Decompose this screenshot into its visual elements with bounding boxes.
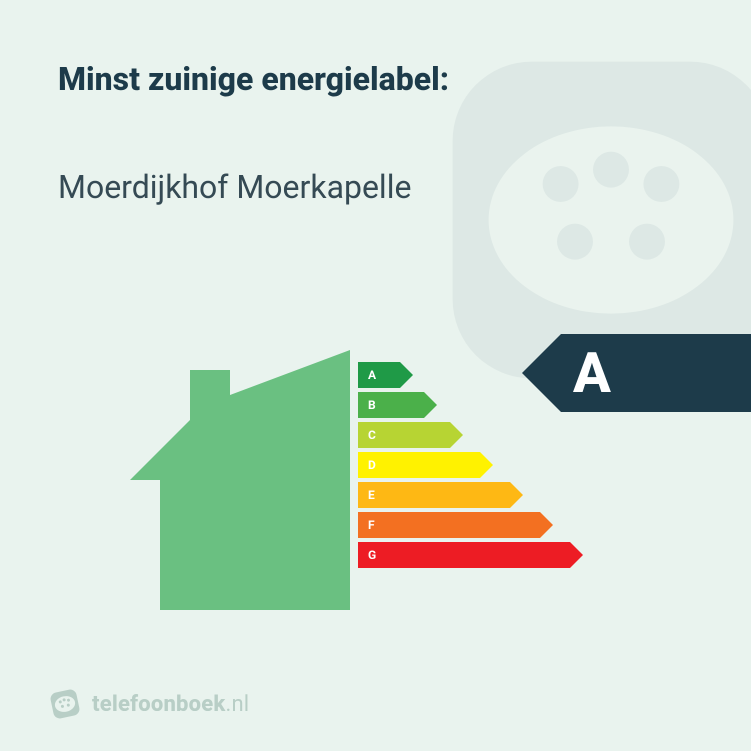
energy-bar-f: F	[358, 512, 583, 538]
energy-bar-e: E	[358, 482, 583, 508]
energy-bar-c: C	[358, 422, 583, 448]
energy-bar-d: D	[358, 452, 583, 478]
highlight-letter: A	[573, 345, 611, 401]
footer-logo-icon	[47, 686, 83, 722]
card-subheading: Moerdijkhof Moerkapelle	[58, 168, 411, 206]
house-icon	[130, 350, 350, 610]
energy-bar-label: D	[368, 458, 376, 472]
energy-bar-label: C	[368, 428, 376, 442]
energy-bar-label: B	[368, 398, 376, 412]
highlight-arrow-tip	[522, 334, 561, 412]
footer-brand: telefoonboek.nl	[92, 692, 249, 717]
energy-bar-label: F	[368, 518, 375, 532]
card-heading: Minst zuinige energielabel:	[58, 60, 449, 98]
energy-bar-label: G	[368, 548, 376, 562]
highlight-badge: A	[522, 334, 751, 412]
energy-bar-g: G	[358, 542, 583, 568]
energy-chart: A B C D E F G	[130, 350, 560, 610]
footer: telefoonboek.nl	[50, 689, 249, 719]
footer-brand-bold: telefoonboek	[92, 692, 225, 717]
footer-brand-light: .nl	[225, 692, 249, 717]
highlight-body: A	[561, 334, 751, 412]
energy-bar-label: A	[368, 368, 376, 382]
energy-label-card: Minst zuinige energielabel: Moerdijkhof …	[0, 0, 751, 751]
energy-bar-label: E	[368, 488, 375, 502]
